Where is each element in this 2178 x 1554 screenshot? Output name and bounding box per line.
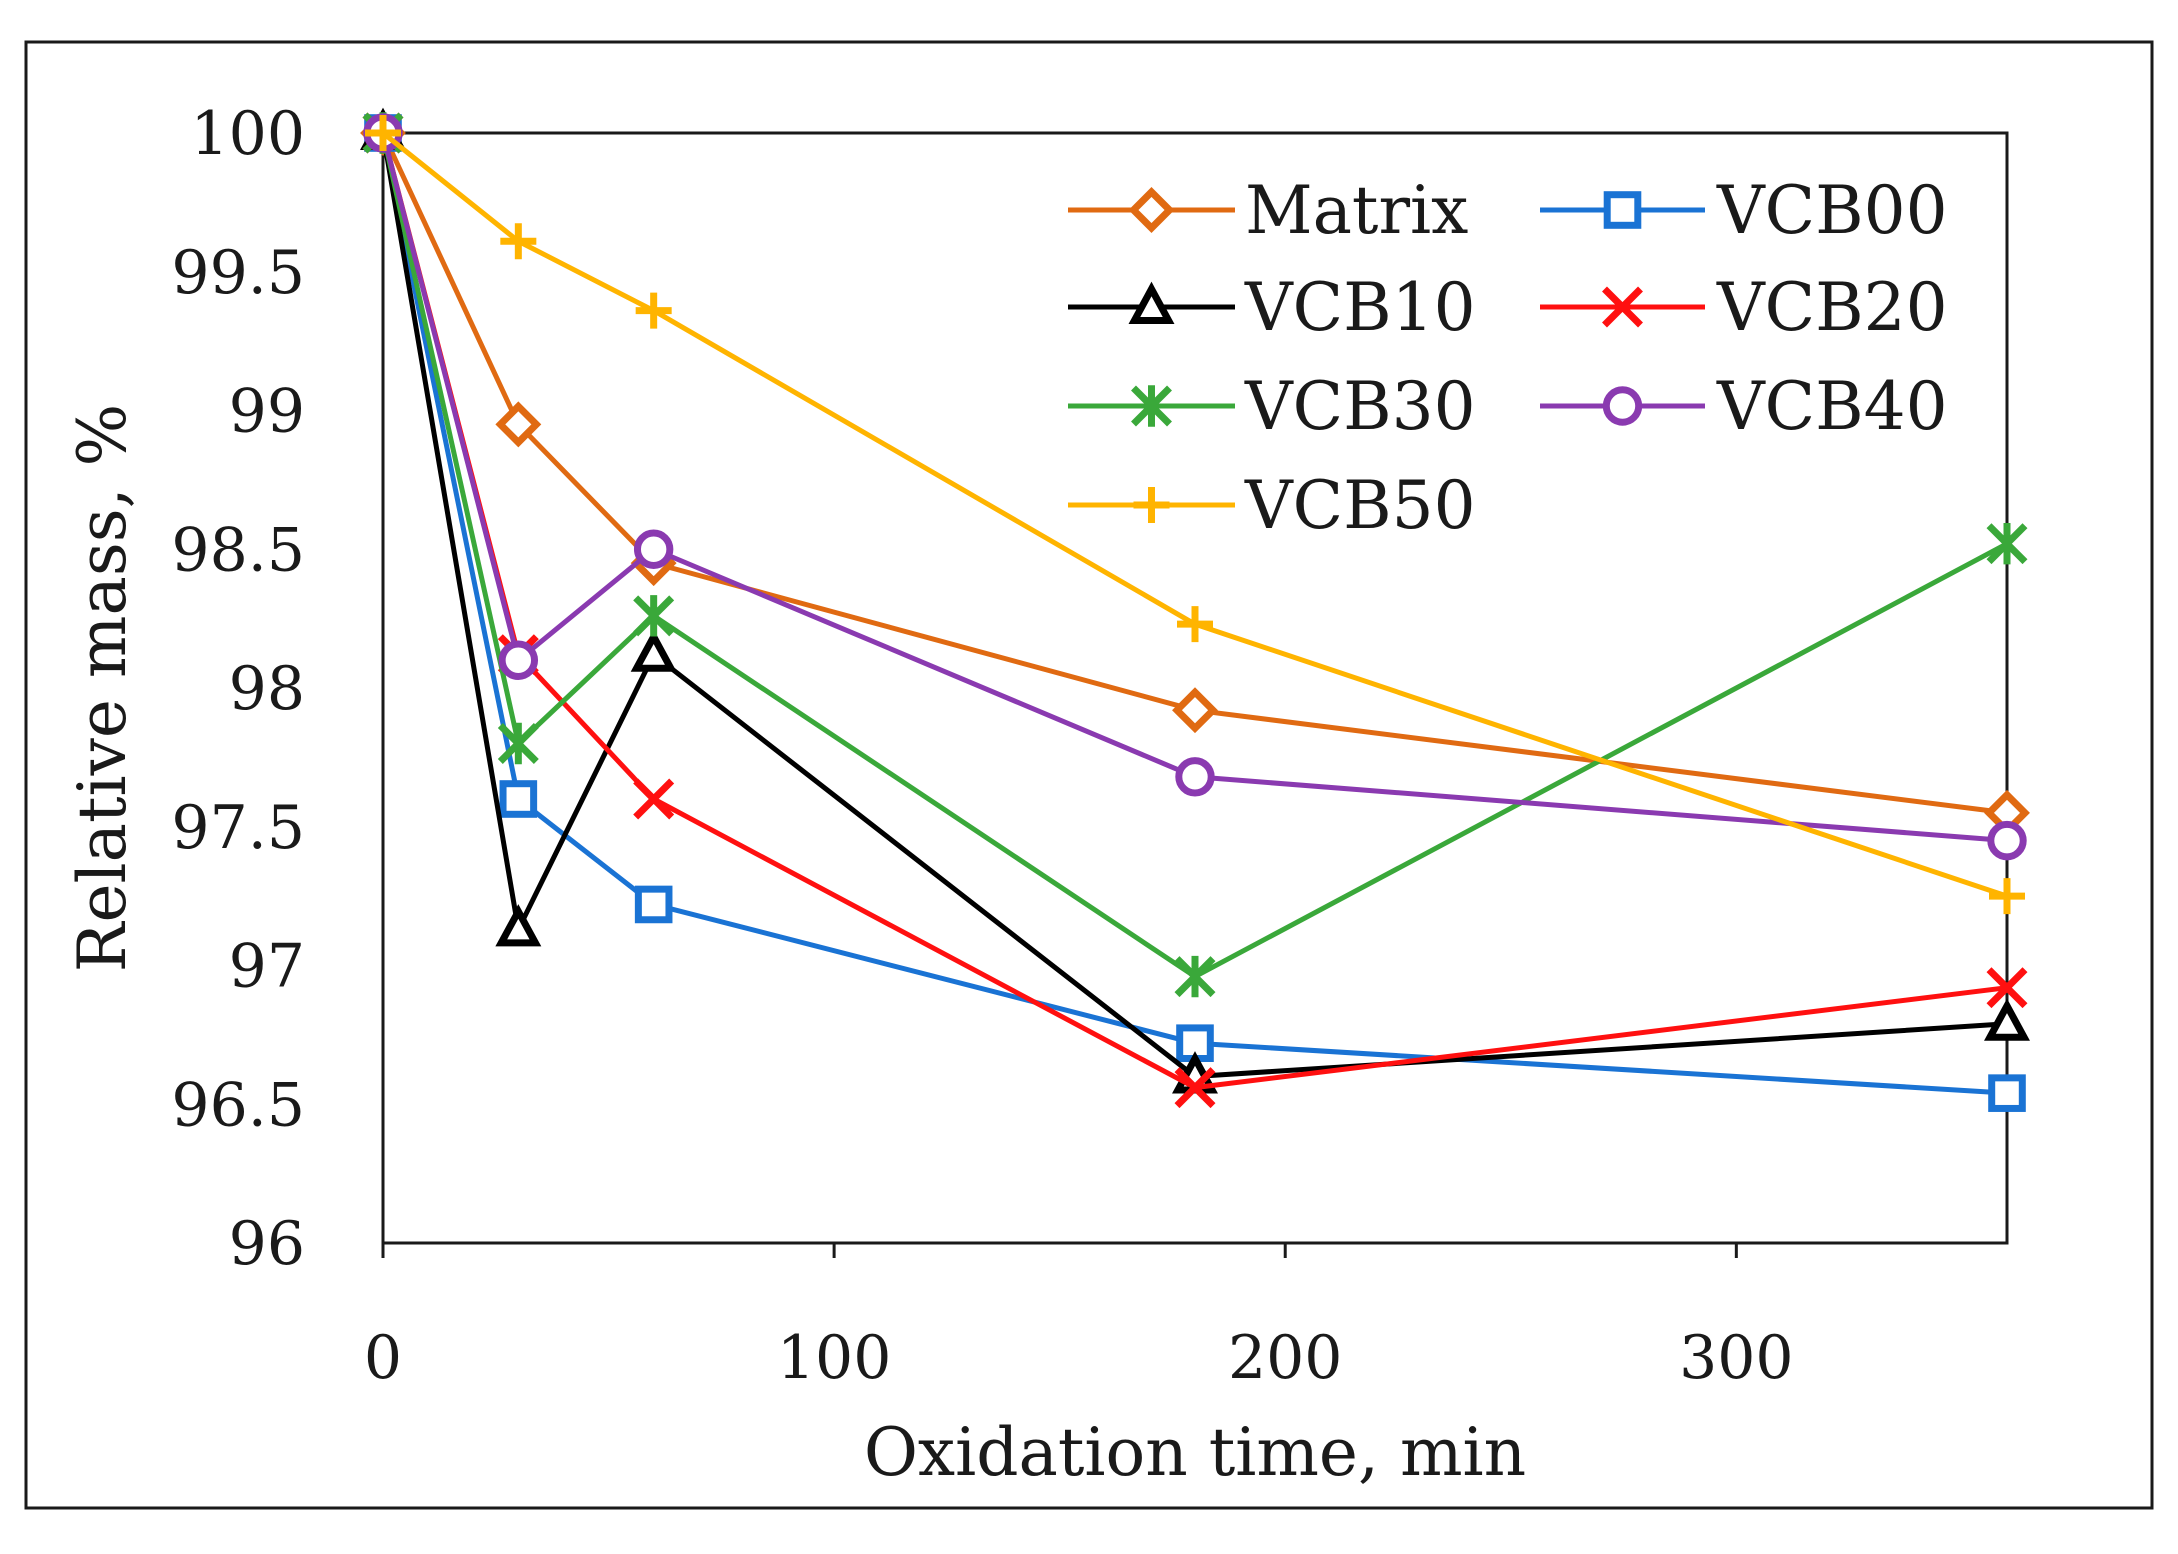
data-point-vcb40 [498,640,539,680]
y-axis-title: Relative mass, % [64,404,141,973]
legend-marker [1603,191,1642,229]
data-point-matrix [495,401,542,448]
legend-item-matrix: Matrix [1068,172,1468,249]
data-point-vcb50 [635,292,672,329]
legend-item-vcb30: VCB30 [1068,368,1476,445]
series-layer [360,107,2030,1112]
data-point-vcb30 [497,722,539,765]
data-point-vcb50 [1989,878,2025,915]
data-point-vcb50 [365,115,401,151]
data-point-vcb40 [1987,820,2027,861]
legend-marker [1602,286,1643,328]
data-point-vcb10 [1984,998,2030,1041]
data-point-vcb30 [1174,955,1216,998]
legend-item-vcb20: VCB20 [1540,269,1948,346]
data-point-matrix [1172,687,1218,734]
data-point-vcb50 [500,223,537,260]
data-point-vcb40 [1175,757,1215,797]
data-point-vcb40 [633,529,674,569]
data-point-vcb00 [634,885,673,924]
y-tick-label: 98 [229,654,305,724]
legend-item-vcb10: VCB10 [1068,269,1476,346]
y-tick-label: 99 [229,377,305,447]
data-point-vcb20 [1174,1067,1216,1109]
x-tick-label: 100 [777,1323,892,1393]
y-tick-label: 96 [229,1209,305,1279]
plot-area-frame [381,131,2009,1245]
legend: Matrix VCB00 VCB10 VCB20 VCB30 VCB40 VCB50 [1068,172,1948,544]
x-tick-label: 0 [364,1323,402,1393]
legend-item-vcb50: VCB50 [1068,467,1476,544]
legend-marker [1128,281,1175,324]
legend-marker [1133,487,1170,523]
figure-border [24,40,2154,1510]
legend-marker [1131,385,1172,427]
legend-marker [1128,187,1175,233]
legend-label: Matrix [1245,172,1468,249]
legend-label: VCB40 [1716,368,1948,445]
legend-label: VCB30 [1244,368,1476,445]
x-axis-title: Oxidation time, min [864,1414,1526,1491]
data-point-vcb10 [495,904,542,947]
data-point-vcb20 [1986,967,2028,1009]
legend-item-vcb00: VCB00 [1540,172,1948,249]
data-point-vcb10 [630,629,677,672]
y-tick-label: 98.5 [171,515,305,585]
y-axis-ticks: 96 96.5 97 97.5 98 98.5 99 99.5 100 [171,99,305,1279]
legend-label: VCB00 [1716,172,1948,249]
y-tick-label: 99.5 [171,238,305,308]
legend-item-vcb40: VCB40 [1540,368,1948,445]
data-point-vcb00 [1988,1074,2026,1112]
legend-label: VCB10 [1244,269,1476,346]
y-tick-label: 96.5 [171,1070,305,1140]
x-axis-ticks: 0 100 200 300 [364,1243,1794,1393]
y-tick-label: 97 [229,932,305,1002]
x-tick-label: 200 [1228,1323,1343,1393]
legend-label: VCB20 [1716,269,1948,346]
data-point-vcb30 [633,595,675,637]
data-point-vcb30 [1986,523,2028,565]
data-point-vcb20 [633,778,675,820]
data-point-vcb00 [499,780,538,818]
y-tick-label: 97.5 [171,793,305,863]
x-tick-label: 300 [1679,1323,1794,1393]
y-tick-label: 100 [190,99,305,169]
legend-label: VCB50 [1244,467,1476,544]
series-vcb50 [365,115,2025,915]
data-point-vcb50 [1177,606,1213,643]
legend-marker [1602,386,1643,426]
